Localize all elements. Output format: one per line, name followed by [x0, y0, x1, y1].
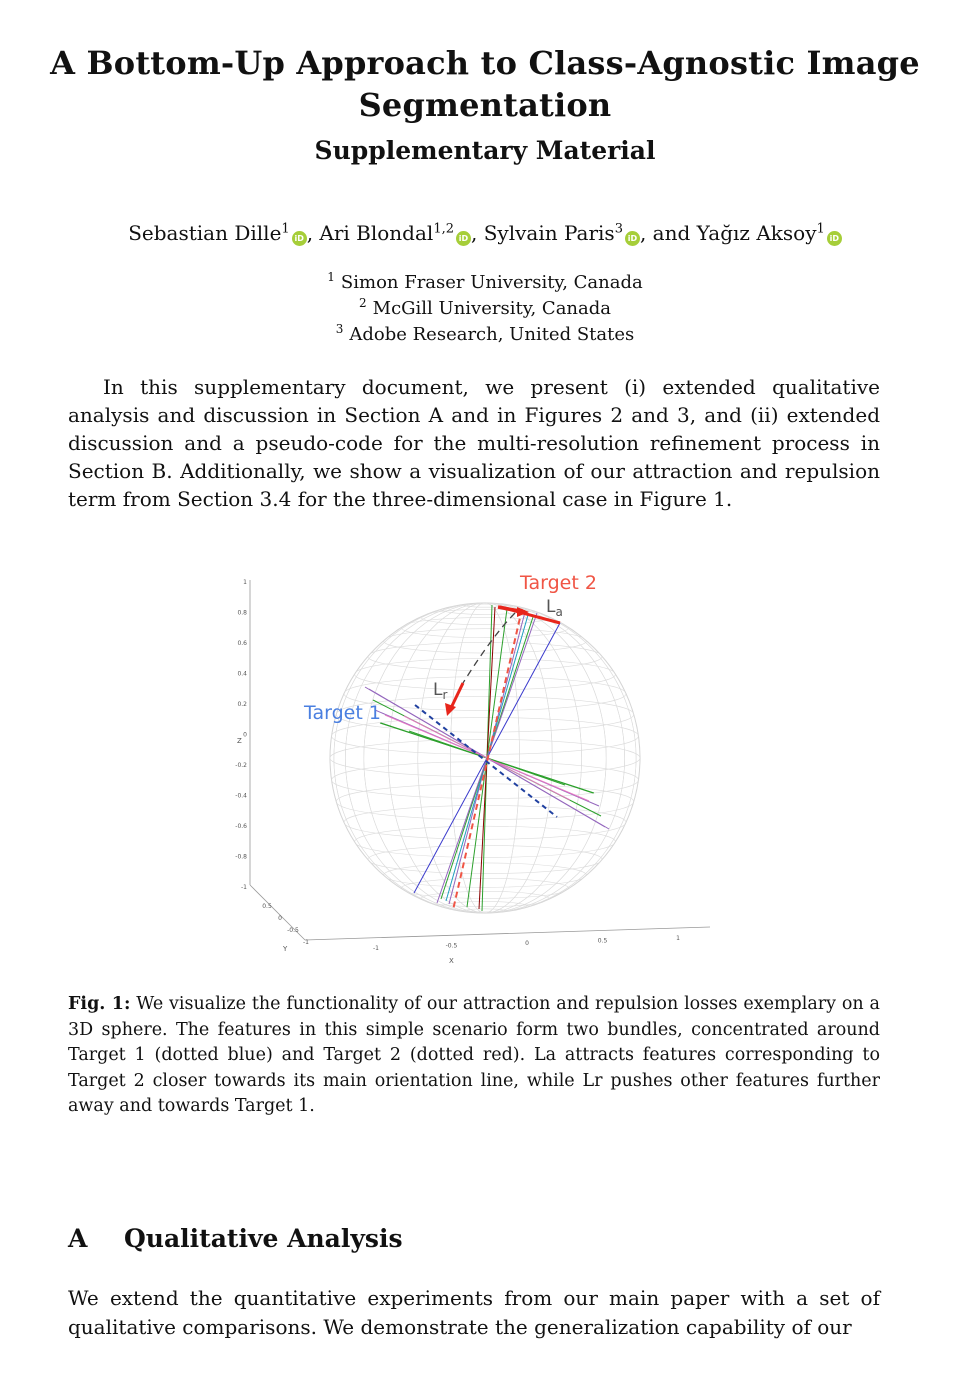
author-affil-sup: 3: [614, 221, 623, 237]
orcid-icon[interactable]: iD: [291, 231, 307, 246]
author-affil-sup: 1,2: [433, 221, 454, 237]
author-name: Ari Blondal: [319, 221, 434, 245]
caption-text: We visualize the functionality of our at…: [68, 994, 880, 1116]
wireframe-sphere: [329, 602, 641, 914]
affiliation: 3 Adobe Research, United States: [335, 322, 635, 345]
z-tick-label: 0.8: [237, 610, 247, 617]
y-axis-label: Y: [282, 945, 288, 953]
y-tick-label: -0.5: [287, 927, 299, 934]
la-arrowhead: [517, 607, 529, 617]
author-separator: , and: [639, 221, 697, 245]
la-label: La: [546, 597, 563, 619]
target2-vector: [452, 608, 523, 911]
x-tick-label: 1: [676, 935, 680, 942]
x-tick-label: 0.5: [598, 938, 608, 945]
intro-paragraph: In this supplementary document, we prese…: [68, 375, 880, 511]
affiliation: 1 Simon Fraser University, Canada: [327, 270, 643, 293]
figure-sphere-plot: 1 0.8 0.6 0.4 0.2 0 -0.2 -0.4 -0.6 -0.8 -1 Z -1 -0.5 0…: [225, 565, 725, 975]
section-title: Qualitative Analysis: [124, 1224, 403, 1253]
orcid-icon[interactable]: iD: [624, 231, 640, 246]
target2-label: Target 2: [519, 572, 597, 594]
lr-label: Lr: [433, 680, 447, 702]
lr-arrowhead: [445, 703, 456, 716]
orcid-icon[interactable]: iD: [826, 231, 842, 246]
author-affil-sup: 1: [281, 221, 290, 237]
z-tick-label: -0.6: [235, 823, 247, 830]
z-tick-label: 0.4: [237, 671, 247, 678]
author-name: Sylvain Paris: [483, 221, 615, 245]
x-axis-label: X: [449, 957, 454, 965]
section-paragraph: We extend the quantitative experiments f…: [68, 1286, 880, 1339]
x-tick-label: -0.5: [446, 943, 458, 950]
z-tick-label: 0.2: [237, 701, 247, 708]
section-heading: A Qualitative Analysis: [68, 1222, 403, 1256]
z-tick-label: 0.6: [237, 640, 247, 647]
author-separator: ,: [471, 221, 484, 245]
y-tick-label: 0: [278, 915, 282, 922]
z-tick-label: -1: [241, 884, 247, 891]
z-tick-label: -0.8: [235, 854, 247, 861]
target1-vector: [414, 704, 558, 818]
lr-arrow: [449, 682, 465, 709]
author-name: Sebastian Dille: [128, 221, 282, 245]
figure-caption: Fig. 1: We visualize the functionality o…: [68, 992, 880, 1120]
z-tick-label: 0: [243, 732, 247, 739]
orcid-icon[interactable]: iD: [456, 231, 471, 246]
author-affil-sup: 1: [816, 221, 825, 237]
y-axis-line: [249, 884, 306, 941]
z-tick-label: -0.4: [235, 793, 247, 800]
sphere-plot-svg: 1 0.8 0.6 0.4 0.2 0 -0.2 -0.4 -0.6 -0.8 -1 Z -1 -0.5 0…: [235, 572, 711, 965]
author-name: Yağız Aksoy: [696, 221, 817, 245]
feature-vectors: [364, 604, 610, 912]
affiliation-list: 1 Simon Fraser University, Canada 2 McGill…: [0, 270, 970, 348]
repulsion-path: [462, 612, 516, 684]
x-axis-line: [304, 926, 711, 941]
z-tick-label: -0.2: [235, 762, 247, 769]
y-tick-label: 0.5: [262, 903, 272, 910]
x-tick-label: -1: [373, 945, 379, 952]
section-number: A: [68, 1224, 88, 1253]
paper-title: A Bottom-Up Approach to Class-Agnostic I…: [50, 44, 920, 124]
author-separator: ,: [306, 221, 320, 245]
y-tick-label: -1: [303, 939, 309, 946]
axis-ticks: 1 0.8 0.6 0.4 0.2 0 -0.2 -0.4 -0.6 -0.8 -1 Z -1 -0.5 0…: [235, 579, 680, 965]
target1-label: Target 1: [303, 702, 381, 724]
paper-subtitle: Supplementary Material: [314, 136, 656, 165]
z-axis-label: Z: [237, 737, 242, 745]
x-tick-label: 0: [525, 940, 529, 947]
caption-label: Fig. 1:: [68, 994, 131, 1014]
author-list: Sebastian Dille1iD, Ari Blondal1,2iD, Sy…: [0, 218, 970, 248]
affiliation: 2 McGill University, Canada: [359, 296, 611, 319]
z-tick-label: 1: [243, 579, 247, 586]
